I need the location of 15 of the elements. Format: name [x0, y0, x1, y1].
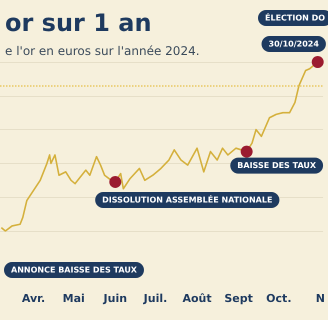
x-tick-label: Avr. — [22, 292, 46, 305]
x-tick-label: Oct. — [266, 292, 292, 305]
chart-title: or sur 1 an — [5, 9, 152, 37]
annotation: 30/10/2024 — [268, 40, 320, 48]
text: ANNONCE BAISSE DES TAUX — [11, 266, 138, 274]
chart-subtitle: e l'or en euros sur l'année 2024. — [5, 44, 200, 58]
x-tick-label: Mai — [62, 292, 85, 305]
x-tick-label: Juin — [102, 292, 128, 305]
x-tick-label: Août — [182, 292, 212, 305]
x-tick-label: Juil. — [142, 292, 168, 305]
text: ÉLECTION DO — [265, 12, 326, 22]
annotation: DISSOLUTION ASSEMBLÉE NATIONALE — [102, 194, 272, 204]
x-tick-label: Sept — [224, 292, 253, 305]
x-tick-label: N — [316, 292, 326, 305]
annotation: BAISSE DES TAUX — [237, 161, 317, 170]
